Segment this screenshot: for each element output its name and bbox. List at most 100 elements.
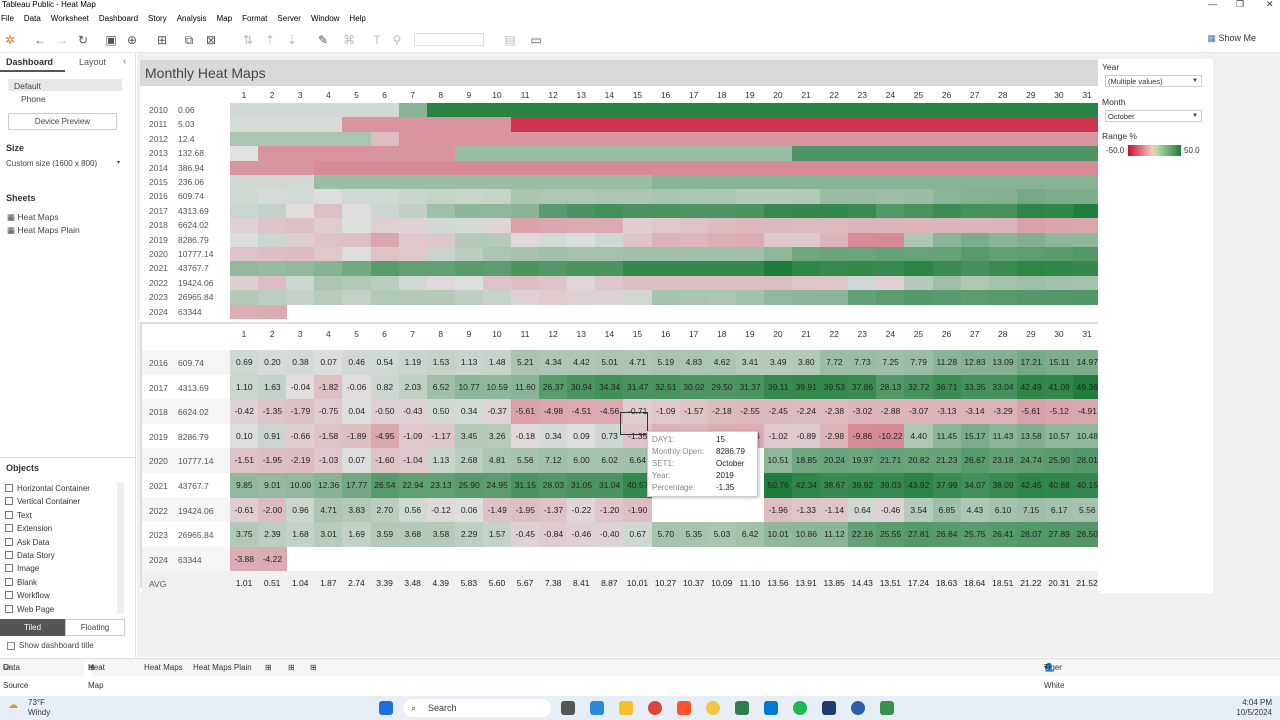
- heat-cell[interactable]: [230, 160, 259, 175]
- heat-cell[interactable]: [848, 247, 877, 262]
- heat-cell[interactable]: [623, 275, 652, 291]
- copilot-icon[interactable]: [590, 701, 604, 715]
- file-explorer-icon[interactable]: [619, 701, 633, 715]
- value-cell[interactable]: 1.68: [286, 522, 315, 547]
- heat-cell[interactable]: [454, 247, 484, 262]
- heat-cell[interactable]: [651, 275, 681, 291]
- heat-cell[interactable]: [960, 103, 990, 118]
- value-cell[interactable]: -0.40: [595, 522, 624, 547]
- heat-cell[interactable]: [679, 189, 709, 204]
- menu-item-dashboard[interactable]: Dashboard: [98, 14, 139, 23]
- heat-cell[interactable]: [342, 247, 371, 262]
- menu-item-server[interactable]: Server: [277, 14, 301, 23]
- heat-cell[interactable]: [707, 261, 737, 276]
- heat-cell[interactable]: [230, 203, 259, 219]
- notepad-icon[interactable]: [735, 701, 749, 715]
- heat-cell[interactable]: [904, 175, 933, 190]
- heat-cell[interactable]: [567, 175, 596, 190]
- heat-cell[interactable]: [932, 103, 962, 118]
- value-cell[interactable]: 21.71: [876, 448, 905, 473]
- value-cell[interactable]: 0.91: [258, 423, 287, 449]
- value-cell[interactable]: 2.68: [454, 448, 484, 473]
- close-icon[interactable]: ✕: [1266, 0, 1274, 9]
- heat-cell[interactable]: [679, 103, 709, 118]
- heat-cell[interactable]: [539, 247, 568, 262]
- heat-cell[interactable]: [1016, 232, 1046, 247]
- label-icon[interactable]: T: [373, 33, 381, 47]
- value-cell[interactable]: 3.41: [735, 350, 765, 375]
- heat-cell[interactable]: [454, 203, 484, 219]
- heat-cell[interactable]: [398, 247, 428, 262]
- value-cell[interactable]: 24.74: [1016, 448, 1046, 473]
- value-cell[interactable]: 28.07: [1016, 522, 1046, 547]
- heat-cell[interactable]: [258, 146, 287, 161]
- heat-cell[interactable]: [1044, 131, 1074, 147]
- heat-cell[interactable]: [342, 261, 371, 276]
- value-cell[interactable]: 5.35: [679, 522, 709, 547]
- heat-cell[interactable]: [454, 160, 484, 175]
- value-cell[interactable]: -2.19: [286, 448, 315, 473]
- heat-cell[interactable]: [511, 103, 540, 118]
- value-cell[interactable]: 1.13: [426, 448, 456, 473]
- heat-cell[interactable]: [932, 232, 962, 247]
- value-cell[interactable]: -1.35: [258, 399, 287, 424]
- heat-cell[interactable]: [258, 218, 287, 233]
- heat-cell[interactable]: [595, 103, 624, 118]
- heat-cell[interactable]: [988, 146, 1018, 161]
- value-cell[interactable]: 4.71: [623, 350, 652, 375]
- heat-cell[interactable]: [623, 160, 652, 175]
- heat-cell[interactable]: [904, 275, 933, 291]
- value-cell[interactable]: -4.98: [539, 399, 568, 424]
- value-cell[interactable]: 7.25: [876, 350, 905, 375]
- heat-cell[interactable]: [792, 218, 821, 233]
- heat-cell[interactable]: [792, 232, 821, 247]
- value-cell[interactable]: 5.03: [707, 522, 737, 547]
- heat-cell[interactable]: [960, 290, 990, 305]
- heat-cell[interactable]: [707, 232, 737, 247]
- value-cell[interactable]: 12.83: [960, 350, 990, 375]
- floating-button[interactable]: Floating: [65, 619, 125, 636]
- heat-cell[interactable]: [1073, 189, 1102, 204]
- heat-cell[interactable]: [567, 131, 596, 147]
- heat-cell[interactable]: [960, 117, 990, 132]
- heat-cell[interactable]: [876, 203, 905, 219]
- value-cell[interactable]: [679, 497, 709, 523]
- heat-cell[interactable]: [960, 247, 990, 262]
- fit-dropdown[interactable]: [414, 33, 484, 46]
- value-cell[interactable]: -0.46: [876, 497, 905, 523]
- value-cell[interactable]: 27.81: [904, 522, 933, 547]
- heat-cell[interactable]: [623, 261, 652, 276]
- heat-cell[interactable]: [932, 275, 962, 291]
- heat-cell[interactable]: [1073, 117, 1102, 132]
- value-cell[interactable]: 5.70: [651, 522, 681, 547]
- value-cell[interactable]: -2.00: [258, 497, 287, 523]
- size-dropdown-arrow-icon[interactable]: ▾: [117, 160, 121, 166]
- value-cell[interactable]: 38.67: [820, 473, 849, 498]
- heat-cell[interactable]: [398, 117, 428, 132]
- heat-cell[interactable]: [960, 146, 990, 161]
- value-cell[interactable]: 42.49: [1016, 374, 1046, 400]
- show-title-checkbox[interactable]: [7, 642, 15, 650]
- heat-cell[interactable]: [286, 232, 315, 247]
- heat-cell[interactable]: [735, 131, 765, 147]
- heat-cell[interactable]: [904, 117, 933, 132]
- value-cell[interactable]: -0.37: [482, 399, 512, 424]
- heat-cell[interactable]: [230, 290, 259, 305]
- highlight-icon[interactable]: ✎: [317, 33, 329, 47]
- heat-cell[interactable]: [398, 261, 428, 276]
- swap-icon[interactable]: ⇅: [242, 33, 254, 47]
- heat-cell[interactable]: [707, 146, 737, 161]
- value-cell[interactable]: 39.11: [763, 374, 793, 400]
- value-cell[interactable]: 2.29: [454, 522, 484, 547]
- value-cell[interactable]: -2.38: [820, 399, 849, 424]
- heat-cell[interactable]: [482, 117, 512, 132]
- heat-cell[interactable]: [511, 247, 540, 262]
- heat-cell[interactable]: [623, 146, 652, 161]
- heat-cell[interactable]: [763, 218, 793, 233]
- value-cell[interactable]: 10.01: [763, 522, 793, 547]
- heat-cell[interactable]: [454, 117, 484, 132]
- heat-cell[interactable]: [820, 261, 849, 276]
- heat-cell[interactable]: [623, 189, 652, 204]
- object-extension[interactable]: Extension: [5, 522, 52, 535]
- value-cell[interactable]: -0.06: [342, 374, 371, 400]
